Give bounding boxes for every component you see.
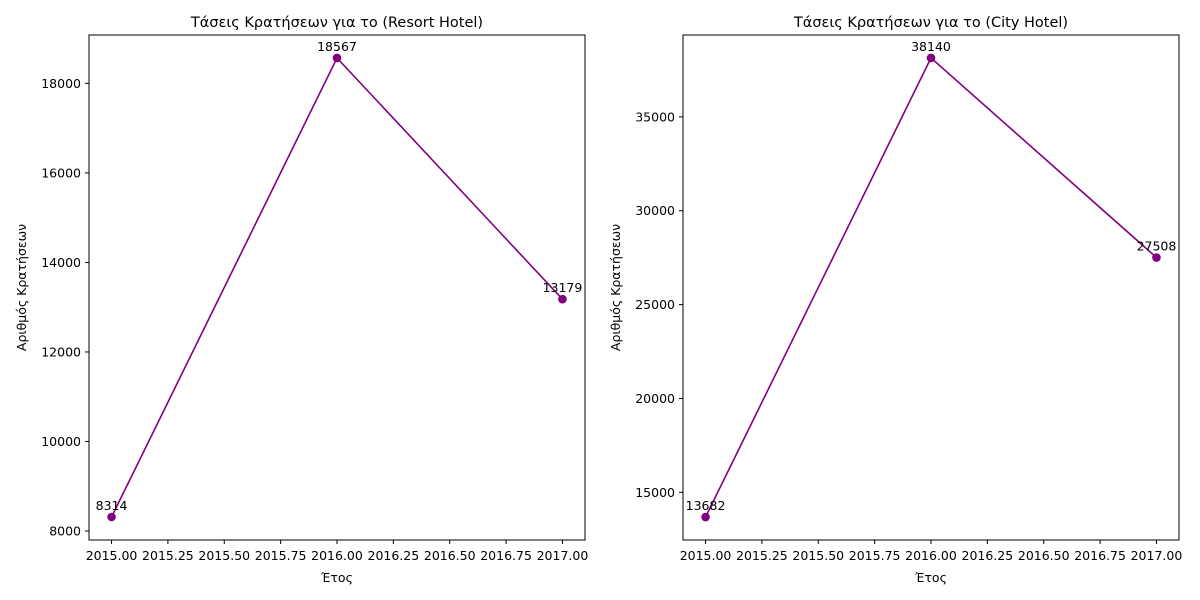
x-tick-label: 2015.00 (86, 548, 138, 563)
data-point (558, 294, 567, 304)
chart-panel-1: Τάσεις Κρατήσεων για το (Resort Hotel) 20… (14, 15, 588, 585)
x-tick-label: 2016.00 (905, 548, 957, 563)
x-tick-label: 2016.25 (368, 548, 420, 563)
plot-frame (88, 34, 586, 541)
y-tick-label: 30000 (635, 203, 675, 218)
data-point (332, 53, 342, 63)
chart-panel-2: Τάσεις Κρατήσεων για το (City Hotel) 2015… (608, 15, 1182, 585)
y-tick-label: 16000 (41, 165, 81, 180)
x-tick-label: 2016.75 (1074, 548, 1126, 563)
x-tick-label: 2017.00 (537, 548, 589, 563)
x-tick-label: 2016.75 (480, 548, 532, 563)
data-label: 13179 (543, 280, 583, 295)
y-axis-label: Αριθμός Κρατήσεων (608, 224, 623, 351)
x-tick-label: 2015.75 (255, 548, 307, 563)
plot-frame (682, 34, 1180, 541)
x-tick-label: 2015.00 (680, 548, 732, 563)
data-label: 38140 (911, 39, 951, 54)
x-tick-label: 2017.00 (1131, 548, 1183, 563)
y-tick-label: 15000 (635, 485, 675, 500)
data-label: 18567 (317, 39, 357, 54)
y-tick-label: 10000 (41, 434, 81, 449)
x-tick-label: 2016.25 (962, 548, 1014, 563)
chart-title: Τάσεις Κρατήσεων για το (City Hotel) (793, 15, 1068, 31)
y-tick-label: 20000 (635, 391, 675, 406)
x-tick-label: 2016.50 (424, 548, 476, 563)
data-label: 13682 (686, 498, 726, 513)
y-tick-label: 18000 (41, 76, 81, 91)
x-axis-label: Έτος (320, 570, 353, 585)
y-tick-label: 35000 (635, 109, 675, 124)
y-tick-label: 8000 (49, 524, 81, 539)
x-tick-label: 2016.50 (1018, 548, 1070, 563)
y-axis-label: Αριθμός Κρατήσεων (14, 224, 29, 351)
x-tick-label: 2015.25 (736, 548, 788, 563)
y-tick-label: 25000 (635, 297, 675, 312)
data-point (701, 512, 710, 522)
chart-title: Τάσεις Κρατήσεων για το (Resort Hotel) (190, 15, 483, 31)
data-point (107, 512, 116, 522)
y-tick-label: 12000 (41, 344, 81, 359)
data-point (926, 53, 936, 63)
data-label: 27508 (1137, 239, 1177, 254)
data-label: 8314 (96, 498, 128, 513)
x-tick-label: 2015.50 (198, 548, 250, 563)
x-tick-label: 2015.25 (142, 548, 194, 563)
data-point (1152, 253, 1161, 262)
x-axis-label: Έτος (914, 570, 947, 585)
x-tick-label: 2015.75 (849, 548, 901, 563)
x-tick-label: 2015.50 (792, 548, 844, 563)
x-tick-label: 2016.00 (311, 548, 363, 563)
y-tick-label: 14000 (41, 255, 81, 270)
